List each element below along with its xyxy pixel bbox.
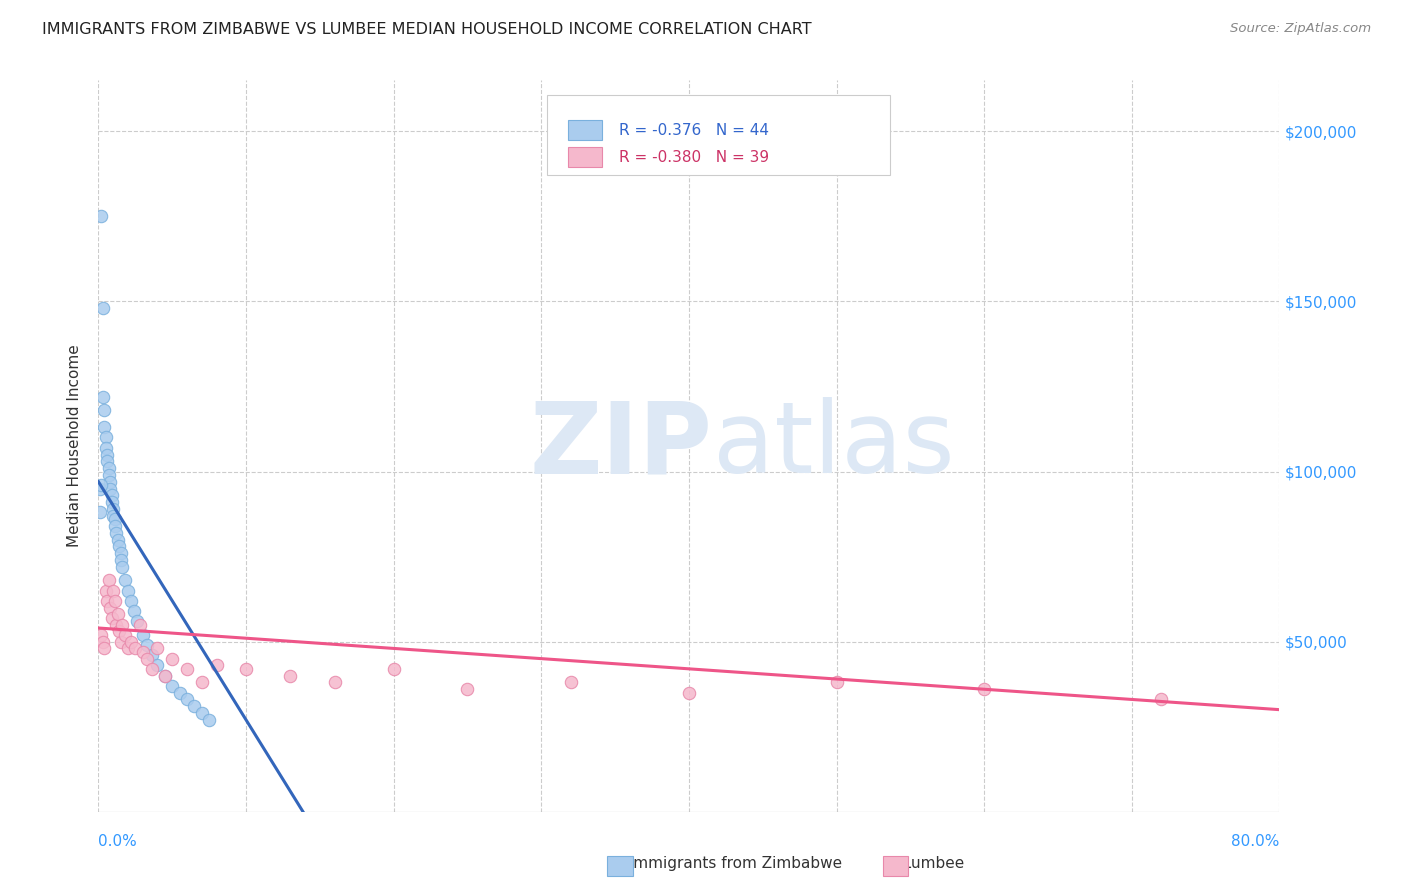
Text: R = -0.380   N = 39: R = -0.380 N = 39 xyxy=(619,150,769,165)
Point xyxy=(176,692,198,706)
Point xyxy=(107,607,129,622)
Point xyxy=(96,594,118,608)
Point xyxy=(176,662,198,676)
Point xyxy=(104,594,127,608)
Point xyxy=(103,502,125,516)
Point xyxy=(110,546,132,560)
Point xyxy=(105,525,128,540)
Point xyxy=(90,628,112,642)
Point xyxy=(93,641,115,656)
Point xyxy=(108,624,131,639)
Point xyxy=(93,403,115,417)
Point xyxy=(146,641,169,656)
Point xyxy=(124,641,146,656)
Text: 80.0%: 80.0% xyxy=(1232,834,1279,849)
Point xyxy=(153,668,176,682)
Point xyxy=(89,482,111,496)
Point xyxy=(825,675,848,690)
Point xyxy=(100,611,122,625)
Point xyxy=(198,713,221,727)
Point xyxy=(93,420,115,434)
Point xyxy=(110,634,132,648)
Point xyxy=(97,574,120,588)
Point xyxy=(141,662,163,676)
Point xyxy=(96,448,118,462)
Point xyxy=(122,604,145,618)
Point xyxy=(114,574,136,588)
Point xyxy=(91,301,114,316)
Point xyxy=(153,668,176,682)
Point xyxy=(98,600,121,615)
Point xyxy=(94,583,117,598)
Point xyxy=(136,638,159,652)
Point xyxy=(96,454,118,468)
Point xyxy=(456,682,478,697)
Point xyxy=(120,634,142,648)
Point xyxy=(94,441,117,455)
Point xyxy=(678,686,700,700)
FancyBboxPatch shape xyxy=(568,147,602,168)
Point xyxy=(162,651,183,665)
Point xyxy=(100,488,122,502)
FancyBboxPatch shape xyxy=(547,95,890,176)
Text: Lumbee: Lumbee xyxy=(893,856,965,871)
Point xyxy=(103,583,125,598)
Point xyxy=(103,508,125,523)
Point xyxy=(98,482,121,496)
Point xyxy=(205,658,228,673)
Point xyxy=(97,461,120,475)
Point xyxy=(1150,692,1173,706)
Point xyxy=(183,699,205,714)
Point xyxy=(104,512,127,526)
Point xyxy=(136,651,159,665)
Point xyxy=(191,675,214,690)
Point xyxy=(108,540,131,554)
Text: Immigrants from Zimbabwe: Immigrants from Zimbabwe xyxy=(619,856,842,871)
Text: atlas: atlas xyxy=(713,398,955,494)
Point xyxy=(111,617,134,632)
Point xyxy=(146,658,169,673)
Text: Source: ZipAtlas.com: Source: ZipAtlas.com xyxy=(1230,22,1371,36)
Point xyxy=(105,617,128,632)
Point xyxy=(162,679,183,693)
Text: 0.0%: 0.0% xyxy=(98,834,138,849)
Point xyxy=(107,533,129,547)
Point xyxy=(89,505,111,519)
Point xyxy=(128,617,150,632)
Point xyxy=(90,210,112,224)
Point xyxy=(191,706,214,720)
Text: ZIP: ZIP xyxy=(530,398,713,494)
Point xyxy=(117,641,139,656)
Point xyxy=(97,467,120,482)
Point xyxy=(111,559,134,574)
Point xyxy=(120,594,142,608)
Point xyxy=(169,686,191,700)
Text: R = -0.376   N = 44: R = -0.376 N = 44 xyxy=(619,122,769,137)
Point xyxy=(100,495,122,509)
Point xyxy=(973,682,995,697)
Point xyxy=(235,662,257,676)
Point xyxy=(132,628,155,642)
Y-axis label: Median Household Income: Median Household Income xyxy=(67,344,83,548)
Point xyxy=(125,614,148,628)
Point xyxy=(278,668,302,682)
Point xyxy=(132,645,155,659)
Point xyxy=(94,430,117,444)
Point xyxy=(114,628,136,642)
Point xyxy=(91,390,114,404)
Point xyxy=(117,583,139,598)
Point xyxy=(104,519,127,533)
Point xyxy=(323,675,346,690)
Point xyxy=(110,553,132,567)
Point xyxy=(560,675,582,690)
Text: IMMIGRANTS FROM ZIMBABWE VS LUMBEE MEDIAN HOUSEHOLD INCOME CORRELATION CHART: IMMIGRANTS FROM ZIMBABWE VS LUMBEE MEDIA… xyxy=(42,22,811,37)
Point xyxy=(382,662,405,676)
Point xyxy=(141,648,163,663)
Point xyxy=(98,475,121,489)
Point xyxy=(91,634,114,648)
FancyBboxPatch shape xyxy=(568,120,602,140)
Point xyxy=(90,478,112,492)
